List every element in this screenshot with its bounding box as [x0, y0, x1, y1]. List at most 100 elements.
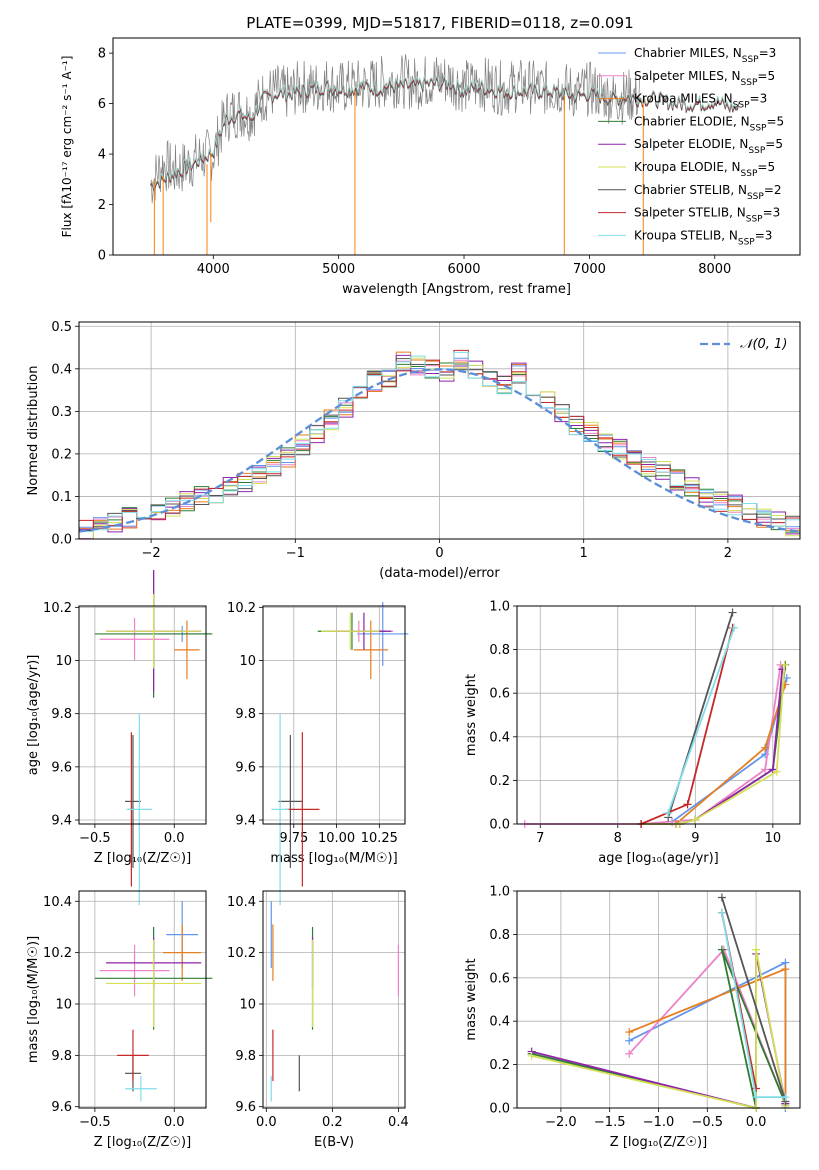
x-tick-label: −2 — [142, 546, 161, 561]
point-marker-salpeter_miles — [625, 1049, 634, 1058]
axes-frame — [78, 890, 207, 1109]
plot-area — [94, 570, 213, 906]
x-tick-label: 0.2 — [322, 1115, 343, 1130]
panel-spectrum: 4000 5000 6000 7000 8000 0 2 4 6 8 wavelength [Ang… — [60, 37, 801, 297]
x-axis-label: wavelength [Angstrom, rest frame] — [342, 282, 571, 297]
axes-frame — [78, 321, 801, 540]
point-marker-kroupa_miles — [761, 743, 770, 752]
panel-massweight_vs_age: 7 8 9 10 0.0 0.2 0.4 0.6 0.8 1.0 age [log₁₀(age/yr… — [464, 600, 801, 866]
y-axis-label: age [log₁₀(age/yr)] — [26, 655, 41, 776]
point-marker-salpeter_miles — [761, 765, 770, 774]
y-tick-label: 10 — [239, 997, 256, 1012]
axes-frame — [78, 605, 207, 825]
y-tick-label: 4 — [98, 148, 106, 163]
spectrum-model-kroupa_stelib — [150, 74, 740, 189]
y-tick-label: 9.8 — [51, 1049, 72, 1064]
y-tick-label: 10.4 — [43, 895, 72, 910]
x-tick-label: 1 — [580, 546, 588, 561]
panel-residuals: −2 −1 0 1 2 0.0 0.1 0.2 0.3 0.4 0.5 (data-model)/er… — [26, 320, 801, 581]
x-axis-label: Z [log₁₀(Z/Z☉)] — [94, 851, 191, 866]
x-axis-label: Z [log₁₀(Z/Z☉)] — [610, 1135, 707, 1150]
legend-label-salpeter_elodie: Salpeter ELODIE, NSSP=5 — [634, 137, 783, 156]
x-tick-label: 8000 — [698, 262, 731, 277]
y-tick-label: 0.8 — [489, 643, 510, 658]
x-tick-label: 0 — [435, 546, 443, 561]
point-marker-kroupa_stelib — [717, 908, 726, 917]
point-marker-kroupa_elodie — [752, 945, 761, 954]
point-marker-kroupa_stelib — [781, 1093, 790, 1102]
x-tick-label: 7 — [536, 831, 544, 846]
x-tick-label: −0.5 — [692, 1115, 724, 1130]
y-tick-label: 9.6 — [235, 760, 256, 775]
point-marker-chabrier_stelib — [728, 608, 737, 617]
point-marker-salpeter_stelib — [683, 800, 692, 809]
point-marker-kroupa_stelib — [730, 623, 739, 632]
axes-frame — [516, 605, 801, 825]
y-tick-label: 9.8 — [235, 1049, 256, 1064]
y-axis-label: Normed distribution — [26, 366, 41, 496]
plot-area — [527, 893, 790, 1112]
axes-frame — [262, 890, 406, 1109]
y-tick-label: 9.8 — [51, 707, 72, 722]
point-marker-kroupa_elodie — [691, 815, 700, 824]
legend-label-chabrier_stelib: Chabrier STELIB, NSSP=2 — [634, 183, 782, 202]
y-axis-label: mass weight — [464, 674, 479, 756]
legend-label-chabrier_miles: Chabrier MILES, NSSP=3 — [634, 46, 776, 65]
x-tick-label: 7000 — [573, 262, 606, 277]
point-marker-kroupa_stelib — [664, 809, 673, 818]
panel-age_vs_mass: 9.75 10.00 10.25 9.4 9.6 9.8 10 10.2 mass [log₁₀… — [227, 601, 409, 906]
normal-distribution-curve — [78, 368, 801, 533]
y-tick-label: 0.4 — [489, 730, 510, 745]
x-axis-label: (data-model)/error — [379, 566, 500, 581]
y-tick-label: 2 — [98, 198, 106, 213]
panel-massweight_vs_Z: −2.0 −1.5 −1.0 −0.5 0.0 0.0 0.2 0.4 0.6 0.8 1.0 Z [… — [464, 885, 801, 1150]
y-tick-label: 10 — [55, 997, 72, 1012]
x-axis-label: E(B-V) — [314, 1135, 354, 1150]
plot-area — [270, 901, 399, 1102]
panel-age_vs_Z: −0.5 0.0 9.4 9.6 9.8 10 10.2 Z [log₁₀(Z/Z☉)] age… — [26, 570, 213, 906]
y-axis-label: mass weight — [464, 958, 479, 1040]
y-tick-label: 0 — [98, 249, 106, 264]
y-tick-label: 0.3 — [51, 405, 72, 420]
x-tick-label: 0.0 — [164, 1115, 185, 1130]
x-tick-label: 10.25 — [361, 831, 398, 846]
x-tick-label: 9.75 — [279, 831, 308, 846]
y-tick-label: 10 — [239, 654, 256, 669]
x-tick-label: −0.5 — [79, 1115, 111, 1130]
x-tick-label: 10 — [765, 831, 782, 846]
panel-mass_vs_ebv: 0.0 0.2 0.4 9.6 9.8 10 10.2 10.4 E(B-V) — [227, 890, 409, 1150]
y-tick-label: 10.2 — [227, 601, 256, 616]
x-tick-label: 0.0 — [164, 831, 185, 846]
y-tick-label: 0.4 — [489, 1015, 510, 1030]
plot-area — [271, 602, 409, 906]
x-tick-label: 5000 — [322, 262, 355, 277]
y-tick-label: 0.4 — [51, 362, 72, 377]
x-tick-label: −0.5 — [79, 831, 111, 846]
legend-label-kroupa_miles: Kroupa MILES, NSSP=3 — [634, 92, 767, 111]
y-tick-label: 10.4 — [227, 895, 256, 910]
point-marker-kroupa_stelib — [752, 1093, 761, 1102]
x-tick-label: 2 — [724, 546, 732, 561]
x-tick-label: 0.0 — [256, 1115, 277, 1130]
x-tick-label: −2.0 — [545, 1115, 577, 1130]
point-marker-chabrier_elodie — [717, 945, 726, 954]
point-marker-kroupa_elodie — [780, 660, 789, 669]
y-tick-label: 8 — [98, 47, 106, 62]
axes-frame — [112, 37, 801, 256]
legend-label-chabrier_elodie: Chabrier ELODIE, NSSP=5 — [634, 114, 784, 133]
y-tick-label: 6 — [98, 97, 106, 112]
point-marker-salpeter_stelib — [752, 1084, 761, 1093]
y-axis-label: mass [log₁₀(M/M☉)] — [26, 936, 41, 1063]
y-tick-label: 9.6 — [235, 1100, 256, 1115]
point-marker-kroupa_elodie — [527, 1051, 536, 1060]
x-tick-label: 8 — [614, 831, 622, 846]
x-axis-label: age [log₁₀(age/yr)] — [598, 851, 719, 866]
x-axis-label: mass [log₁₀(M/M☉)] — [270, 851, 397, 866]
plot-area — [78, 349, 801, 540]
plot-area — [150, 54, 740, 255]
y-tick-label: 0.2 — [51, 447, 72, 462]
y-tick-label: 1.0 — [489, 600, 510, 615]
y-tick-label: 10.2 — [227, 946, 256, 961]
spectrum-data-line — [150, 54, 640, 204]
x-tick-label: 9 — [691, 831, 699, 846]
